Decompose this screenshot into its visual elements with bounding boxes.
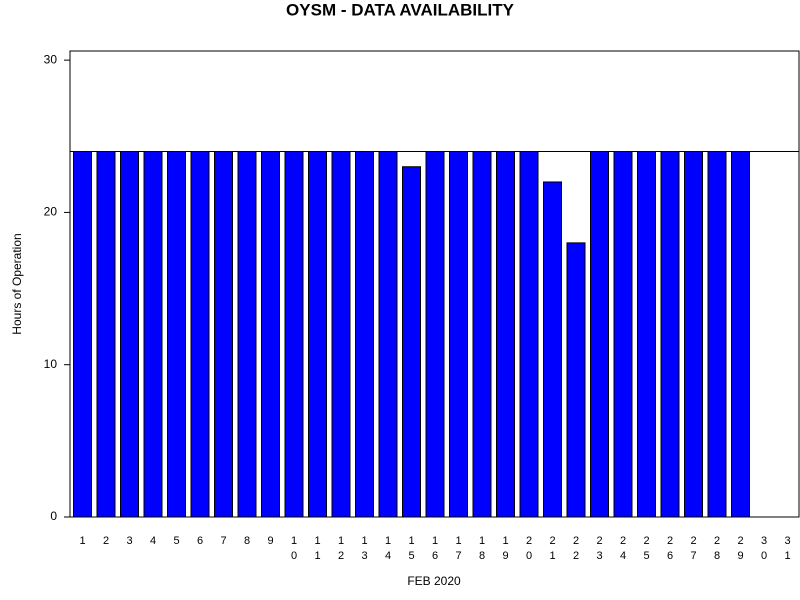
x-tick-label: 12 [335,535,347,565]
x-tick-label: 3 [124,535,136,550]
x-tick-label: 24 [617,535,629,565]
x-tick-label: 1 [77,535,89,550]
x-tick-label: 13 [359,535,371,565]
x-tick-label: 30 [758,535,770,565]
x-tick-label: 26 [664,535,676,565]
bar [472,151,492,518]
x-tick-label: 16 [429,535,441,565]
x-tick-label: 22 [570,535,582,565]
bar [378,151,398,518]
y-tick-label: 0 [50,509,57,523]
x-tick-label: 17 [453,535,465,565]
bar [449,151,468,518]
x-tick-label: 23 [594,535,606,565]
x-tick-label: 4 [147,535,159,550]
bar [684,151,703,518]
x-tick-label: 19 [500,535,512,565]
x-tick-label: 29 [735,535,747,565]
bar [613,151,633,518]
x-tick-label: 27 [688,535,700,565]
bar [355,151,374,518]
bar [637,151,656,518]
y-tick-label: 30 [44,52,58,66]
bar [496,151,515,518]
bar [331,151,351,518]
bar [308,151,327,518]
y-tick-label: 10 [44,357,58,371]
bar [261,151,280,518]
bar [566,242,586,518]
x-tick-label: 18 [476,535,488,565]
bar [214,151,233,518]
bar [167,151,186,518]
bar [731,151,750,518]
bar [73,151,92,518]
x-tick-label: 6 [194,535,206,550]
x-tick-label: 21 [547,535,559,565]
x-tick-label: 7 [218,535,230,550]
bar [519,151,539,518]
x-tick-label: 31 [782,535,794,565]
chart-title: OYSM - DATA AVAILABILITY [286,0,515,19]
bar [660,151,680,518]
x-tick-label: 8 [241,535,253,550]
x-tick-label: 28 [711,535,723,565]
x-tick-label: 10 [288,535,300,565]
bar [425,151,445,518]
bar [543,181,562,518]
bar [284,151,304,518]
bar [237,151,257,518]
x-tick-label: 15 [406,535,418,565]
bar [96,151,116,518]
x-tick-label: 9 [265,535,277,550]
x-tick-label: 14 [382,535,394,565]
bar [120,151,139,518]
x-tick-label: 11 [312,535,324,565]
y-axis-label: Hours of Operation [10,233,24,334]
y-tick-label: 20 [44,205,58,219]
x-tick-label: 25 [641,535,653,565]
bar [402,166,421,518]
bar [143,151,163,518]
bar [590,151,609,518]
x-tick-label: 20 [523,535,535,565]
x-axis-label: FEB 2020 [407,574,461,588]
bar [190,151,210,518]
bar [707,151,727,518]
x-tick-label: 5 [171,535,183,550]
x-tick-label: 2 [100,535,112,550]
